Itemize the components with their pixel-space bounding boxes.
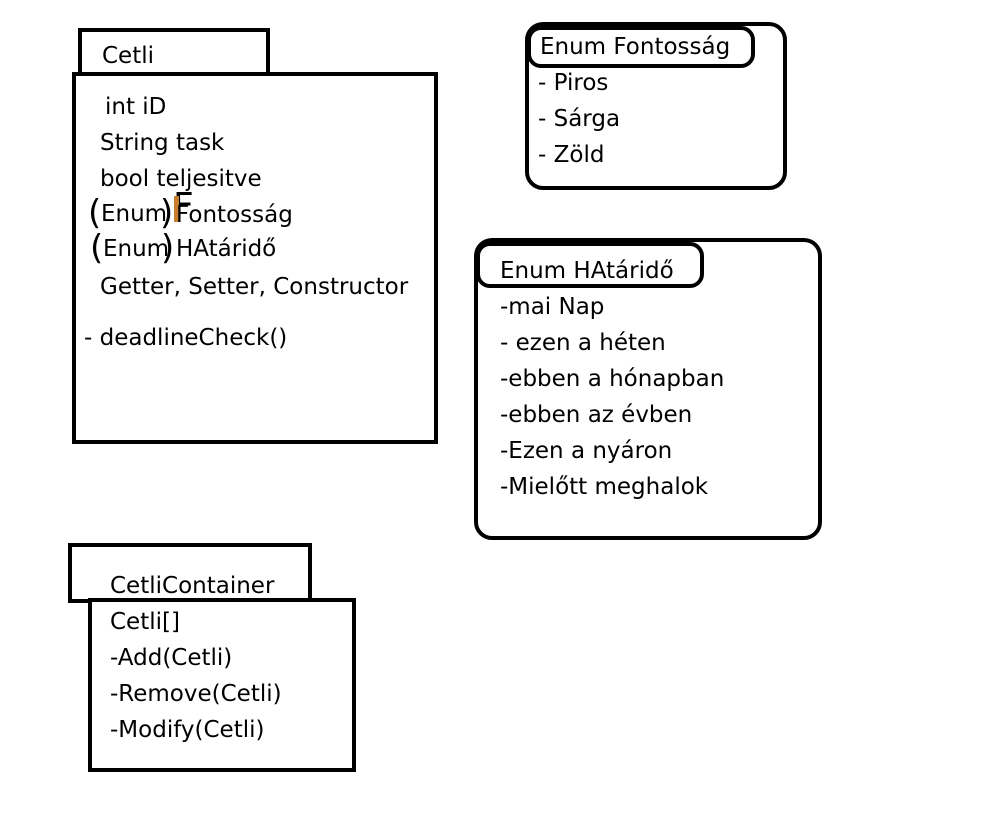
cetli-field-id: int iD xyxy=(105,94,167,120)
container-class-box xyxy=(88,598,356,772)
hatarido-item-heten: - ezen a héten xyxy=(500,330,666,356)
cetli-method-deadline: - deadlineCheck() xyxy=(84,325,288,351)
paren-left-1: ( xyxy=(88,193,102,233)
cetli-title: Cetli xyxy=(102,43,155,69)
paren-right-1: ) xyxy=(160,193,174,233)
cetli-field-fontossag: Fontosság xyxy=(176,202,293,228)
fontossag-title: Enum Fontosság xyxy=(540,34,731,60)
container-title: CetliContainer xyxy=(110,573,275,599)
hatarido-item-evben: -ebben az évben xyxy=(500,402,693,428)
cetli-class-box xyxy=(72,72,438,444)
fontossag-item-sarga: - Sárga xyxy=(538,106,621,132)
hatarido-item-honapban: -ebben a hónapban xyxy=(500,366,725,392)
overwrite-stroke xyxy=(174,196,179,222)
hatarido-title-pill xyxy=(476,242,704,288)
hatarido-item-meghalok: -Mielőtt meghalok xyxy=(500,474,709,500)
cetli-field-accessors: Getter, Setter, Constructor xyxy=(100,274,409,300)
cetli-field-task: String task xyxy=(100,130,225,156)
hatarido-item-mai-nap: -mai Nap xyxy=(500,294,605,320)
paren-right-2: ) xyxy=(161,228,175,268)
cetli-field-enum-2: Enum xyxy=(103,236,170,262)
hatarido-title: Enum HAtáridő xyxy=(500,258,674,284)
paren-left-2: ( xyxy=(90,228,104,268)
container-method-remove: -Remove(Cetli) xyxy=(110,681,282,707)
container-method-add: -Add(Cetli) xyxy=(110,645,233,671)
hatarido-item-nyaron: -Ezen a nyáron xyxy=(500,438,673,464)
hatarido-enum-box xyxy=(474,238,822,540)
cetli-field-teljesitve: bool teljesitve xyxy=(100,166,262,192)
fontossag-title-pill xyxy=(527,26,755,68)
fontossag-item-zold: - Zöld xyxy=(538,142,605,168)
container-field-array: Cetli[] xyxy=(110,609,180,635)
cetli-field-enum-1: Enum xyxy=(101,201,168,227)
fontossag-item-piros: - Piros xyxy=(538,70,609,96)
container-method-modify: -Modify(Cetli) xyxy=(110,717,265,743)
cetli-field-hatarido: HAtáridő xyxy=(176,236,277,262)
